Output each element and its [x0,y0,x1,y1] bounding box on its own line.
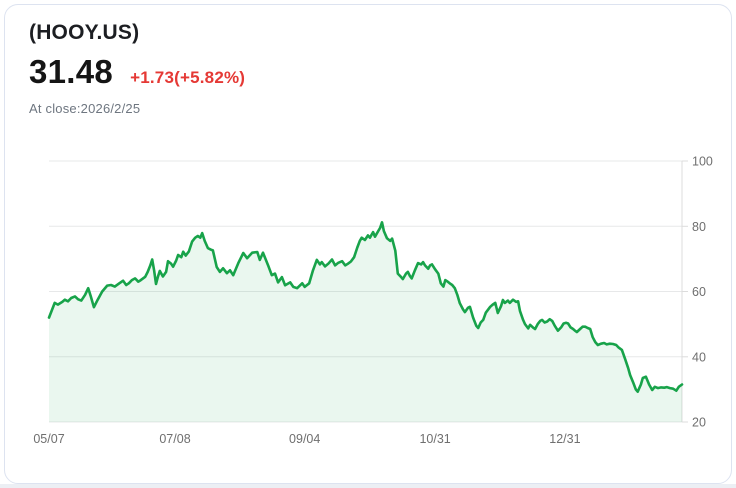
price-chart[interactable]: 100 80 60 40 20 05/07 07/08 09/04 10/31 12/31 [5,145,736,465]
price-chart-container: 100 80 60 40 20 05/07 07/08 09/04 10/31 12/31 [5,145,736,465]
y-axis-label: 40 [692,350,706,364]
price-line [47,221,684,393]
y-axis-label: 20 [692,416,706,430]
y-axis-label: 100 [692,155,713,169]
y-axis-label: 80 [692,220,706,234]
x-axis-label: 12/31 [549,432,580,446]
page-bottom-strip [0,484,736,488]
price-area-fill [49,222,682,422]
x-axis-label: 07/08 [159,432,190,446]
price-change: +1.73(+5.82%) [130,68,246,88]
x-axis-label: 10/31 [419,432,450,446]
quote-header: (HOOY.US) 31.48 +1.73(+5.82%) At close:2… [29,19,707,116]
as-of-timestamp: At close:2026/2/25 [29,100,141,116]
last-price: 31.48 [29,53,114,91]
x-axis-label: 09/04 [289,432,320,446]
ticker-title: (HOOY.US) [29,21,140,44]
y-axis-label: 60 [692,285,706,299]
x-axis-label: 05/07 [33,432,64,446]
stock-quote-card: (HOOY.US) 31.48 +1.73(+5.82%) At close:2… [4,4,732,484]
price-row: 31.48 +1.73(+5.82%) [29,55,707,90]
